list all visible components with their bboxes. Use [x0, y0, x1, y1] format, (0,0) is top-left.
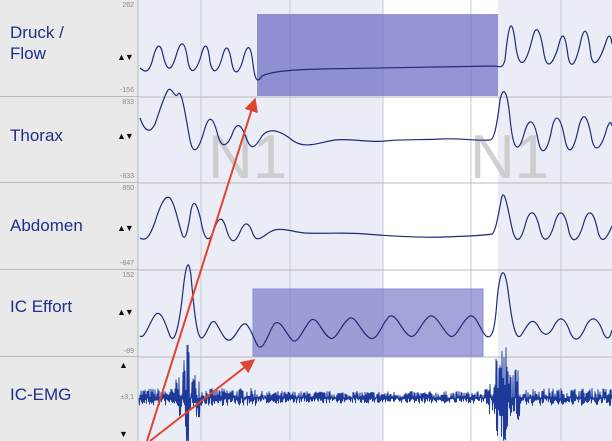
thorax-trace	[139, 88, 612, 152]
arrow-to-effort-box	[149, 359, 256, 441]
scale-mid: ±3,1	[120, 394, 134, 401]
channel-label-ic-effort[interactable]: IC Effort 152 -89 ▲▼	[0, 270, 138, 357]
arrow-to-apnea-box	[146, 97, 258, 441]
scale-up-down-icon[interactable]: ▲▼	[117, 131, 134, 141]
channel-name: IC-EMG	[10, 385, 72, 404]
channel-label-druck-flow[interactable]: Druck / Flow 262 -156 ▲▼	[0, 0, 138, 97]
flow-trace	[139, 25, 612, 81]
apnea-highlight[interactable]	[257, 14, 498, 96]
effort-highlight[interactable]	[252, 288, 484, 357]
annotation-arrows	[146, 97, 258, 441]
channel-name: Thorax	[10, 126, 63, 145]
scale-max: 833	[122, 99, 134, 106]
channel-name: IC Effort	[10, 297, 73, 316]
scale-max: 262	[122, 2, 134, 9]
scale-min: -89	[123, 348, 134, 355]
scale-min: -833	[119, 173, 134, 180]
scale-up-down-icon[interactable]: ▲▼	[117, 52, 134, 62]
channel-label-thorax[interactable]: Thorax 833 -833 ▲▼	[0, 97, 138, 183]
scale-min: -156	[119, 87, 134, 94]
watermark-n1: N1	[208, 123, 287, 192]
channel-label-ic-emg[interactable]: IC-EMG ±3,1 ▲ ▼	[0, 357, 138, 441]
channel-label-abdomen[interactable]: Abdomen 850 -847 ▲▼	[0, 183, 138, 270]
watermark-n1: N1	[470, 123, 549, 192]
ic-emg-trace	[138, 344, 612, 441]
scale-down-icon[interactable]: ▼	[119, 429, 128, 439]
channel-name: Abdomen	[10, 216, 83, 235]
channel-separators	[137, 0, 612, 441]
scale-up-icon[interactable]: ▲	[119, 360, 128, 370]
ic-effort-trace	[139, 264, 612, 348]
scale-up-down-icon[interactable]: ▲▼	[117, 307, 134, 317]
scale-max: 850	[122, 185, 134, 192]
scale-max: 152	[122, 272, 134, 279]
emg-signal-path	[138, 344, 612, 441]
scale-min: -847	[119, 260, 134, 267]
abdomen-trace	[139, 194, 612, 242]
channel-name: Druck / Flow	[10, 23, 64, 63]
scale-up-down-icon[interactable]: ▲▼	[117, 223, 134, 233]
